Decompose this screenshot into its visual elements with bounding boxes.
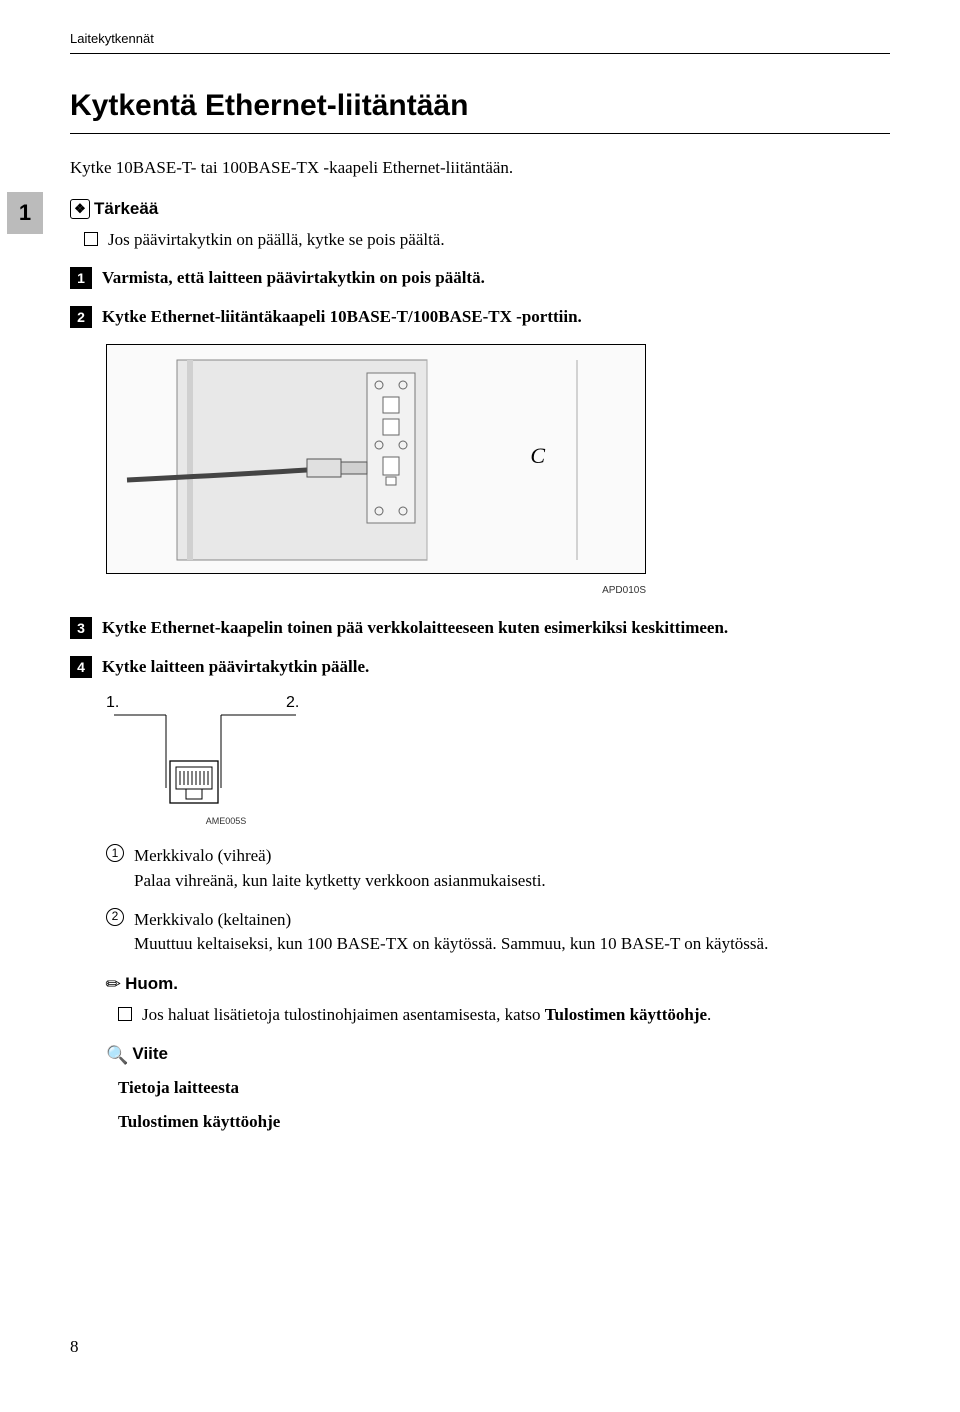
- step-3-text: Kytke Ethernet-kaapelin toinen pää verkk…: [102, 616, 728, 641]
- circled-2-icon: 2: [106, 908, 124, 926]
- ref-label: Viite: [132, 1042, 168, 1067]
- checkbox-icon: [84, 232, 98, 246]
- important-icon: ❖: [70, 199, 90, 219]
- figure-2-label-2: 2.: [286, 691, 299, 714]
- figure-2-label-1: 1.: [106, 691, 119, 714]
- note-text-a: Jos haluat lisätietoja tulostinohjaimen …: [142, 1005, 545, 1024]
- figure-1: C: [106, 344, 646, 574]
- step-badge-2: 2: [70, 306, 92, 328]
- figure-2-code: AME005S: [106, 815, 346, 828]
- item-2-title: Merkkivalo (keltainen): [134, 910, 291, 929]
- step-1-text: Varmista, että laitteen päävirtakytkin o…: [102, 266, 485, 291]
- intro-text: Kytke 10BASE-T- tai 100BASE-TX -kaapeli …: [70, 156, 890, 181]
- step-4-text: Kytke laitteen päävirtakytkin päälle.: [102, 655, 369, 680]
- item-1: Merkkivalo (vihreä) Palaa vihreänä, kun …: [134, 844, 546, 893]
- figure-1-label-c: C: [530, 440, 545, 472]
- item-2: Merkkivalo (keltainen) Muuttuu keltaisek…: [134, 908, 768, 957]
- magnifier-icon: 🔍: [106, 1042, 128, 1068]
- note-label: Huom.: [125, 972, 178, 997]
- item-1-title: Merkkivalo (vihreä): [134, 846, 271, 865]
- step-2-text: Kytke Ethernet-liitäntäkaapeli 10BASE-T/…: [102, 305, 582, 330]
- step-badge-3: 3: [70, 617, 92, 639]
- page-title: Kytkentä Ethernet-liitäntään: [70, 84, 890, 135]
- note-text-c: .: [707, 1005, 711, 1024]
- page-number: 8: [70, 1335, 79, 1360]
- checkbox-icon: [118, 1007, 132, 1021]
- step-badge-1: 1: [70, 267, 92, 289]
- note-text: Jos haluat lisätietoja tulostinohjaimen …: [142, 1003, 711, 1028]
- running-head: Laitekytkennät: [70, 30, 890, 54]
- item-2-body: Muuttuu keltaiseksi, kun 100 BASE-TX on …: [134, 934, 768, 953]
- figure-1-code: APD010S: [106, 584, 646, 599]
- ref-1: Tietoja laitteesta: [70, 1076, 890, 1101]
- chapter-tab: 1: [7, 192, 43, 234]
- circled-1-icon: 1: [106, 844, 124, 862]
- figure-2: 1. 2.: [106, 693, 346, 813]
- important-label: Tärkeää: [94, 197, 158, 222]
- pencil-icon: ✎: [99, 969, 128, 998]
- item-1-body: Palaa vihreänä, kun laite kytketty verkk…: [134, 871, 546, 890]
- step-badge-4: 4: [70, 656, 92, 678]
- ref-2: Tulostimen käyttöohje: [70, 1110, 890, 1135]
- note-text-b: Tulostimen käyttöohje: [545, 1005, 707, 1024]
- important-note: Jos päävirtakytkin on päällä, kytke se p…: [108, 228, 445, 253]
